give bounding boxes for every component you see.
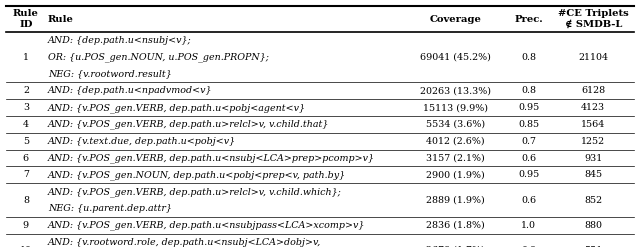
Text: AND: {v.POS_gen.VERB, dep.path.u<nsubj<LCA>prep>pcomp>v}: AND: {v.POS_gen.VERB, dep.path.u<nsubj<L…	[48, 153, 375, 163]
Text: Prec.: Prec.	[515, 15, 543, 24]
Text: 6128: 6128	[581, 86, 605, 95]
Text: Rule: Rule	[48, 15, 74, 24]
Text: AND: {v.POS_gen.NOUN, dep.path.u<pobj<prep<v, path.by}: AND: {v.POS_gen.NOUN, dep.path.u<pobj<pr…	[48, 170, 346, 180]
Text: 0.9: 0.9	[521, 246, 536, 247]
Text: 10: 10	[20, 246, 32, 247]
Text: 0.8: 0.8	[521, 86, 536, 95]
Text: 0.95: 0.95	[518, 103, 540, 112]
Text: ID: ID	[19, 20, 33, 29]
Text: 0.6: 0.6	[521, 154, 536, 163]
Text: AND: {v.POS_gen.VERB, dep.path.u<pobj<agent<v}: AND: {v.POS_gen.VERB, dep.path.u<pobj<ag…	[48, 103, 306, 113]
Text: 9: 9	[23, 221, 29, 230]
Text: AND: {v.text.due, dep.path.u<pobj<v}: AND: {v.text.due, dep.path.u<pobj<v}	[48, 137, 236, 146]
Text: ∉ SMDB-L: ∉ SMDB-L	[564, 19, 622, 28]
Text: 1: 1	[23, 53, 29, 62]
Text: 852: 852	[584, 196, 602, 205]
Text: Rule: Rule	[13, 9, 39, 19]
Text: 6: 6	[23, 154, 29, 163]
Text: 2900 (1.9%): 2900 (1.9%)	[426, 170, 485, 179]
Text: 2889 (1.9%): 2889 (1.9%)	[426, 196, 485, 205]
Text: 0.95: 0.95	[518, 170, 540, 179]
Text: 20263 (13.3%): 20263 (13.3%)	[420, 86, 491, 95]
Text: 551: 551	[584, 246, 602, 247]
Text: 4: 4	[23, 120, 29, 129]
Text: 0.7: 0.7	[521, 137, 536, 146]
Text: 2: 2	[23, 86, 29, 95]
Text: 4123: 4123	[581, 103, 605, 112]
Text: 8: 8	[23, 196, 29, 205]
Text: 1.0: 1.0	[521, 221, 536, 230]
Text: 931: 931	[584, 154, 602, 163]
Text: 15113 (9.9%): 15113 (9.9%)	[423, 103, 488, 112]
Text: AND: {dep.path.u<nsubj<v};: AND: {dep.path.u<nsubj<v};	[48, 36, 192, 45]
Text: NEG: {u.parent.dep.attr}: NEG: {u.parent.dep.attr}	[48, 204, 172, 213]
Text: 2836 (1.8%): 2836 (1.8%)	[426, 221, 485, 230]
Text: 7: 7	[23, 170, 29, 179]
Text: 2679 (1.7%): 2679 (1.7%)	[426, 246, 485, 247]
Text: 3157 (2.1%): 3157 (2.1%)	[426, 154, 485, 163]
Text: 0.6: 0.6	[521, 196, 536, 205]
Text: 69041 (45.2%): 69041 (45.2%)	[420, 53, 491, 62]
Text: 0.85: 0.85	[518, 120, 540, 129]
Text: 880: 880	[584, 221, 602, 230]
Text: AND: {v.POS_gen.VERB, dep.path.u>relcl>v, v.child.which};: AND: {v.POS_gen.VERB, dep.path.u>relcl>v…	[48, 187, 342, 197]
Text: 3: 3	[23, 103, 29, 112]
Text: 5534 (3.6%): 5534 (3.6%)	[426, 120, 485, 129]
Text: AND: {v.POS_gen.VERB, dep.path.u>relcl>v, v.child.that}: AND: {v.POS_gen.VERB, dep.path.u>relcl>v…	[48, 120, 330, 129]
Text: AND: {v.rootword.role, dep.path.u<nsubj<LCA>dobj>v,: AND: {v.rootword.role, dep.path.u<nsubj<…	[48, 238, 321, 247]
Text: OR: {u.POS_gen.NOUN, u.POS_gen.PROPN};: OR: {u.POS_gen.NOUN, u.POS_gen.PROPN};	[48, 52, 269, 62]
Text: AND: {v.POS_gen.VERB, dep.path.u<nsubjpass<LCA>xcomp>v}: AND: {v.POS_gen.VERB, dep.path.u<nsubjpa…	[48, 220, 365, 230]
Text: 4012 (2.6%): 4012 (2.6%)	[426, 137, 485, 146]
Text: Coverage: Coverage	[429, 15, 482, 24]
Text: 1252: 1252	[581, 137, 605, 146]
Text: 1564: 1564	[581, 120, 605, 129]
Text: #CE Triplets: #CE Triplets	[558, 9, 628, 18]
Text: 0.8: 0.8	[521, 53, 536, 62]
Text: NEG: {v.rootword.result}: NEG: {v.rootword.result}	[48, 70, 172, 79]
Text: 21104: 21104	[579, 53, 608, 62]
Text: 845: 845	[584, 170, 602, 179]
Text: 5: 5	[23, 137, 29, 146]
Text: AND: {dep.path.u<npadv​mod<v}: AND: {dep.path.u<npadv​mod<v}	[48, 86, 212, 95]
